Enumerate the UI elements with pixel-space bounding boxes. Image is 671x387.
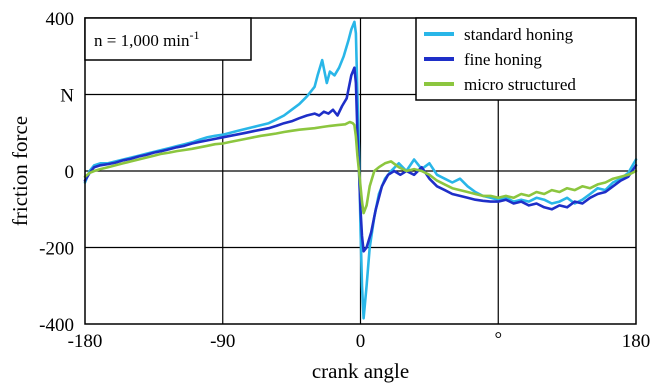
series-lines	[83, 20, 638, 320]
annotation-main: n = 1,000 min	[94, 31, 190, 50]
y-tick-label: 0	[65, 162, 75, 183]
x-unit-label: °	[494, 329, 502, 350]
x-tick-label: 0	[356, 331, 366, 352]
series-line-2	[83, 120, 638, 215]
annotation-superscript: -1	[190, 28, 200, 42]
legend-label-1: fine honing	[464, 50, 542, 69]
y-axis-title: friction force	[8, 116, 32, 226]
annotation-text: n = 1,000 min-1	[94, 28, 200, 50]
x-tick-label: -90	[210, 331, 235, 352]
series-line-0	[83, 20, 638, 320]
plot-frame	[84, 17, 637, 325]
legend-label-2: micro structured	[464, 75, 576, 94]
y-unit-label: N	[60, 86, 74, 107]
y-tick-label: 400	[46, 9, 75, 30]
annotation-box	[84, 17, 252, 61]
speed-annotation: n = 1,000 min-1	[84, 17, 252, 61]
tick-labels: -180 -90 0 180 -400 -200 0 400	[39, 9, 650, 352]
y-tick-label: -200	[39, 239, 74, 260]
legend-label-0: standard honing	[464, 25, 574, 44]
y-tick-label: -400	[39, 315, 74, 336]
legend: standard honing fine honing micro structur…	[415, 17, 637, 101]
x-tick-label: 180	[622, 331, 651, 352]
x-tick-label: -180	[68, 331, 103, 352]
series-line-1	[83, 66, 638, 253]
x-axis-title: crank angle	[312, 359, 409, 383]
